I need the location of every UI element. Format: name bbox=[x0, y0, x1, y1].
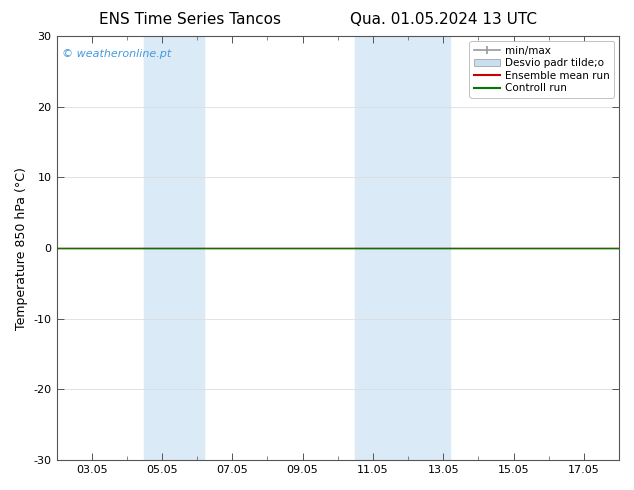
Legend: min/max, Desvio padr tilde;o, Ensemble mean run, Controll run: min/max, Desvio padr tilde;o, Ensemble m… bbox=[469, 41, 614, 98]
Bar bbox=[355, 36, 391, 460]
Bar bbox=[391, 36, 450, 460]
Text: ENS Time Series Tancos: ENS Time Series Tancos bbox=[99, 12, 281, 27]
Y-axis label: Temperature 850 hPa (°C): Temperature 850 hPa (°C) bbox=[15, 167, 28, 330]
Bar bbox=[145, 36, 204, 460]
Text: Qua. 01.05.2024 13 UTC: Qua. 01.05.2024 13 UTC bbox=[351, 12, 537, 27]
Text: © weatheronline.pt: © weatheronline.pt bbox=[62, 49, 171, 59]
